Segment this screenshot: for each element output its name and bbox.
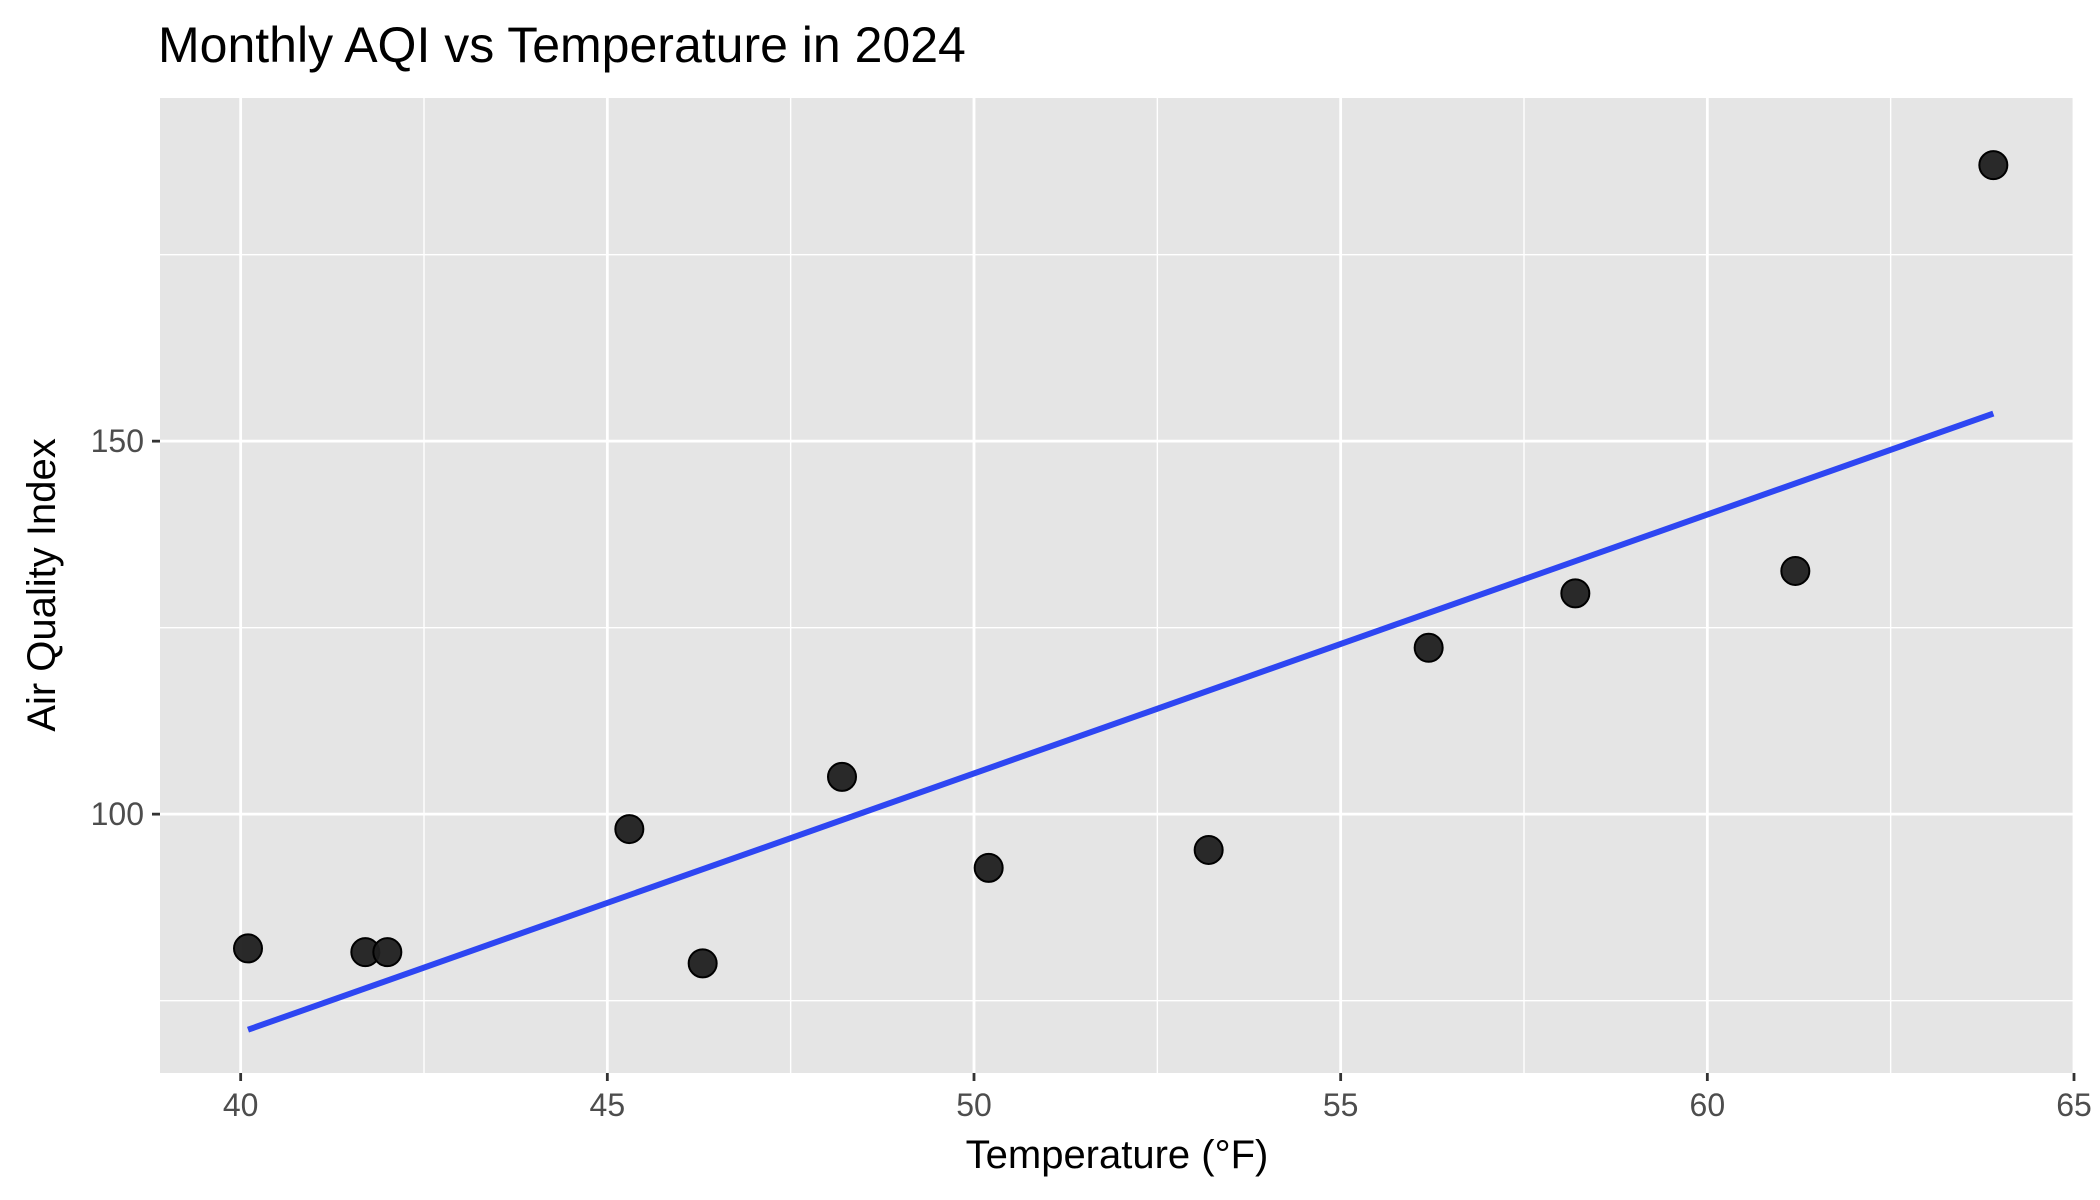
data-points <box>233 150 2009 979</box>
data-point <box>973 852 1004 883</box>
data-point <box>1780 555 1811 586</box>
y-tick-label: 100 <box>91 796 144 832</box>
x-axis-title: Temperature (°F) <box>966 1133 1269 1177</box>
chart-title: Monthly AQI vs Temperature in 2024 <box>158 17 966 73</box>
data-point <box>1413 632 1444 663</box>
y-tick-label: 150 <box>91 423 144 459</box>
data-point <box>233 933 263 964</box>
x-tick-label: 55 <box>1323 1087 1359 1123</box>
data-point <box>687 948 718 979</box>
x-tick-label: 60 <box>1690 1087 1726 1123</box>
major-gridlines <box>160 98 2076 1073</box>
trend-line <box>247 410 1995 1033</box>
x-tick-label: 50 <box>956 1087 992 1123</box>
data-point <box>1560 578 1591 609</box>
plot-panel <box>160 98 2074 1073</box>
x-tick-label: 65 <box>2056 1087 2092 1123</box>
y-axis: 100 150 <box>91 423 160 832</box>
data-point <box>1978 150 2009 181</box>
y-axis-title: Air Quality Index <box>20 438 64 731</box>
x-tick-label: 45 <box>590 1087 626 1123</box>
data-point <box>372 937 403 968</box>
x-axis: 40 45 50 55 60 65 <box>223 1073 2092 1123</box>
trend-line-layer <box>247 410 1995 1033</box>
data-point <box>614 814 645 845</box>
minor-gridlines <box>160 98 2074 1073</box>
data-point <box>1193 834 1224 865</box>
data-point <box>827 761 857 792</box>
x-tick-label: 40 <box>223 1087 259 1123</box>
